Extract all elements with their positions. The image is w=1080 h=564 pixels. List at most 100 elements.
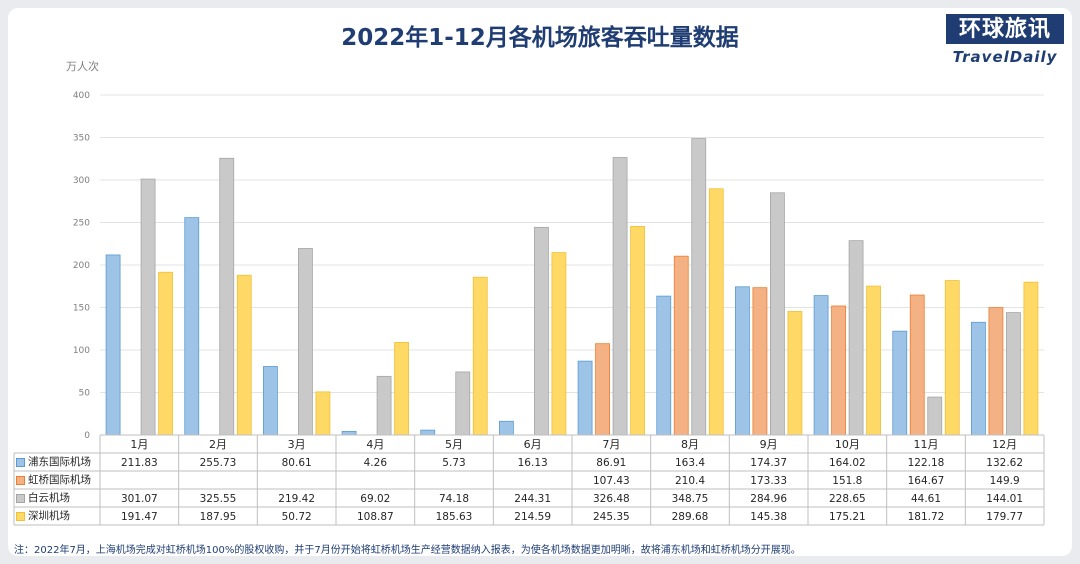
bar (752, 287, 768, 436)
bar (263, 366, 278, 436)
data-label: 50.72 (282, 511, 312, 523)
bar (656, 295, 672, 436)
bar (612, 157, 628, 436)
bar (219, 157, 235, 436)
data-table-legend: 浦东国际机场 虹桥国际机场 白云机场深圳机场 (16, 453, 98, 525)
y-tick-label: 300 (73, 176, 90, 186)
x-tick-label: 11月 (914, 438, 939, 451)
bar (420, 429, 436, 436)
y-tick-label: 50 (79, 389, 91, 399)
chart-title: 2022年1-12月各机场旅客吞吐量数据 (341, 25, 739, 51)
x-tick-label: 8月 (681, 438, 699, 451)
bar (787, 311, 803, 436)
data-label: 326.48 (593, 493, 630, 505)
legend-label: 白云机场 (28, 492, 70, 504)
data-label: 164.02 (829, 457, 866, 469)
x-tick-label: 6月 (524, 438, 542, 451)
data-label: 211.83 (121, 457, 158, 469)
data-label: 149.9 (990, 475, 1020, 487)
data-label: 191.47 (121, 511, 158, 523)
data-label: 219.42 (278, 493, 315, 505)
y-tick-label: 0 (84, 431, 90, 441)
bar (595, 343, 610, 436)
data-label: 144.01 (986, 493, 1023, 505)
data-label: 301.07 (121, 493, 158, 505)
bar (848, 240, 864, 436)
bar (1023, 281, 1039, 436)
y-tick-label: 100 (73, 346, 90, 356)
data-label: 151.8 (832, 475, 862, 487)
data-label: 107.43 (593, 475, 630, 487)
bar (184, 217, 200, 436)
bar (236, 274, 252, 436)
bar (988, 307, 1004, 436)
data-label: 86.91 (596, 457, 626, 469)
bar (866, 285, 881, 436)
bar (577, 360, 593, 436)
y-tick-label: 250 (73, 219, 90, 229)
data-label: 187.95 (200, 511, 237, 523)
data-label: 5.73 (442, 457, 465, 469)
legend-swatch (16, 493, 25, 503)
y-tick-label: 200 (73, 261, 90, 271)
bar (770, 192, 785, 436)
bar (140, 178, 156, 436)
y-tick-label: 350 (73, 134, 90, 144)
data-label: 16.13 (518, 457, 548, 469)
x-tick-label: 12月 (992, 438, 1017, 451)
data-label: 179.77 (986, 511, 1023, 523)
x-tick-label: 10月 (835, 438, 860, 451)
x-tick-label: 4月 (366, 438, 384, 451)
data-label: 80.61 (282, 457, 312, 469)
bar (909, 294, 925, 436)
bar (892, 330, 908, 436)
legend-swatch (16, 475, 25, 485)
bar (455, 371, 471, 436)
x-tick-label: 1月 (130, 438, 148, 451)
legend-item: 虹桥国际机场 (16, 471, 98, 489)
data-label: 210.4 (675, 475, 705, 487)
data-label: 228.65 (829, 493, 866, 505)
data-label: 325.55 (200, 493, 237, 505)
data-label: 145.38 (750, 511, 787, 523)
bar (691, 138, 707, 436)
bar (927, 396, 943, 436)
data-label: 74.18 (439, 493, 469, 505)
data-label: 245.35 (593, 511, 630, 523)
data-label: 255.73 (200, 457, 237, 469)
footnote: 注：2022年7月，上海机场完成对虹桥机场100%的股权收购，并于7月份开始将虹… (14, 545, 801, 556)
bar (971, 321, 986, 436)
bar (499, 420, 514, 436)
y-tick-label: 400 (73, 91, 90, 101)
legend-label: 虹桥国际机场 (28, 474, 91, 486)
y-axis-unit-label: 万人次 (66, 60, 99, 73)
bar (735, 286, 750, 436)
bar (630, 226, 645, 436)
x-tick-label: 7月 (602, 438, 620, 451)
bar (673, 255, 689, 436)
legend-label: 深圳机场 (28, 510, 70, 522)
data-label: 214.59 (514, 511, 551, 523)
data-label: 284.96 (750, 493, 787, 505)
data-label: 163.4 (675, 457, 705, 469)
brand-logo: 环球旅讯 (946, 14, 1064, 44)
bar (394, 342, 409, 436)
x-tick-label: 9月 (760, 438, 778, 451)
bar (341, 430, 357, 436)
x-tick-label: 5月 (445, 438, 463, 451)
data-label: 348.75 (672, 493, 709, 505)
data-label: 122.18 (908, 457, 945, 469)
data-label: 164.67 (908, 475, 945, 487)
bar (1006, 312, 1021, 436)
bar (708, 188, 724, 436)
data-label: 44.61 (911, 493, 941, 505)
legend-item: 浦东国际机场 (16, 453, 98, 471)
bar (534, 226, 549, 436)
data-label: 132.62 (986, 457, 1023, 469)
bar (831, 305, 846, 436)
data-label: 289.68 (672, 511, 709, 523)
data-label: 244.31 (514, 493, 551, 505)
legend-label: 浦东国际机场 (28, 456, 91, 468)
bar (315, 391, 331, 436)
